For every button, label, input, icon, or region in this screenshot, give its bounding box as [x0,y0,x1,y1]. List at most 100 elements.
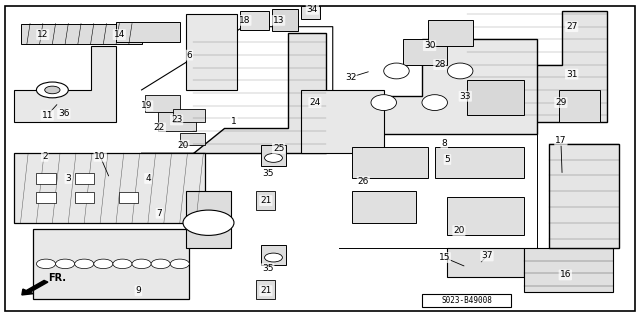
Text: 33: 33 [460,92,471,101]
Text: S023-B49008: S023-B49008 [441,296,492,305]
Text: 10: 10 [95,152,106,161]
Polygon shape [20,24,141,44]
Circle shape [264,153,282,162]
Circle shape [264,253,282,262]
Ellipse shape [384,63,409,79]
Text: 35: 35 [262,264,273,273]
Text: 4: 4 [145,174,151,183]
Text: 24: 24 [309,98,321,107]
Polygon shape [339,39,537,134]
Polygon shape [256,280,275,299]
Text: 31: 31 [566,70,577,78]
Text: 25: 25 [273,144,284,153]
Text: 3: 3 [65,174,71,183]
Circle shape [151,259,170,269]
Text: 8: 8 [442,139,447,148]
Text: 21: 21 [260,196,271,205]
Ellipse shape [422,95,447,110]
Polygon shape [145,95,180,112]
FancyArrow shape [22,280,48,295]
Circle shape [183,210,234,235]
Text: 29: 29 [555,98,566,107]
Polygon shape [559,90,600,122]
Text: 17: 17 [555,136,566,145]
Ellipse shape [473,82,499,98]
Bar [119,192,138,203]
Text: 22: 22 [154,123,165,132]
Text: 34: 34 [307,5,318,14]
Polygon shape [261,145,285,166]
Text: 19: 19 [141,101,152,110]
Text: 12: 12 [37,30,49,39]
Circle shape [75,259,94,269]
Circle shape [56,259,75,269]
Polygon shape [435,147,524,178]
Polygon shape [14,46,116,122]
Ellipse shape [447,63,473,79]
Bar [422,294,511,307]
Polygon shape [301,6,320,19]
Text: 35: 35 [262,169,273,178]
Text: 14: 14 [113,30,125,39]
Polygon shape [180,133,205,145]
Text: 13: 13 [273,16,284,25]
Polygon shape [186,14,237,90]
Text: 20: 20 [177,141,189,150]
Text: 21: 21 [260,286,271,295]
Bar [75,192,94,203]
Circle shape [45,86,60,94]
Circle shape [132,259,151,269]
Text: 11: 11 [42,111,53,120]
Text: 16: 16 [559,271,571,279]
Text: 15: 15 [438,253,450,262]
Polygon shape [241,11,269,30]
Circle shape [36,82,68,98]
Text: 20: 20 [453,226,465,235]
Polygon shape [467,80,524,115]
Text: 2: 2 [42,152,47,161]
Circle shape [94,259,113,269]
Text: 28: 28 [434,60,445,69]
Text: 6: 6 [186,51,192,60]
Polygon shape [447,197,524,235]
Polygon shape [193,33,326,153]
Polygon shape [428,20,473,46]
Text: 37: 37 [481,251,493,260]
Text: 9: 9 [136,286,141,295]
Text: 5: 5 [445,155,451,164]
Text: 7: 7 [157,209,163,218]
Text: 1: 1 [231,117,237,126]
Circle shape [113,259,132,269]
Polygon shape [173,109,205,122]
Text: FR.: FR. [48,273,66,283]
Polygon shape [403,39,447,65]
Text: 18: 18 [239,16,250,25]
Polygon shape [447,248,524,277]
Bar [75,173,94,184]
Text: 23: 23 [171,115,182,124]
Text: 27: 27 [566,22,577,31]
Polygon shape [549,144,620,248]
Polygon shape [157,112,196,131]
Polygon shape [352,191,415,223]
Ellipse shape [371,95,396,110]
Text: 32: 32 [345,73,356,82]
Circle shape [36,259,56,269]
Polygon shape [186,191,231,248]
Polygon shape [301,90,384,153]
Polygon shape [272,9,298,32]
Polygon shape [33,229,189,299]
Polygon shape [256,191,275,210]
Polygon shape [352,147,428,178]
Polygon shape [14,153,205,223]
Bar [36,173,56,184]
Circle shape [170,259,189,269]
Polygon shape [116,22,180,42]
Text: 26: 26 [358,177,369,186]
Polygon shape [467,11,607,122]
Text: 36: 36 [58,109,70,118]
Polygon shape [524,248,613,292]
Bar [36,192,56,203]
Polygon shape [261,245,285,265]
Text: 30: 30 [424,41,435,50]
